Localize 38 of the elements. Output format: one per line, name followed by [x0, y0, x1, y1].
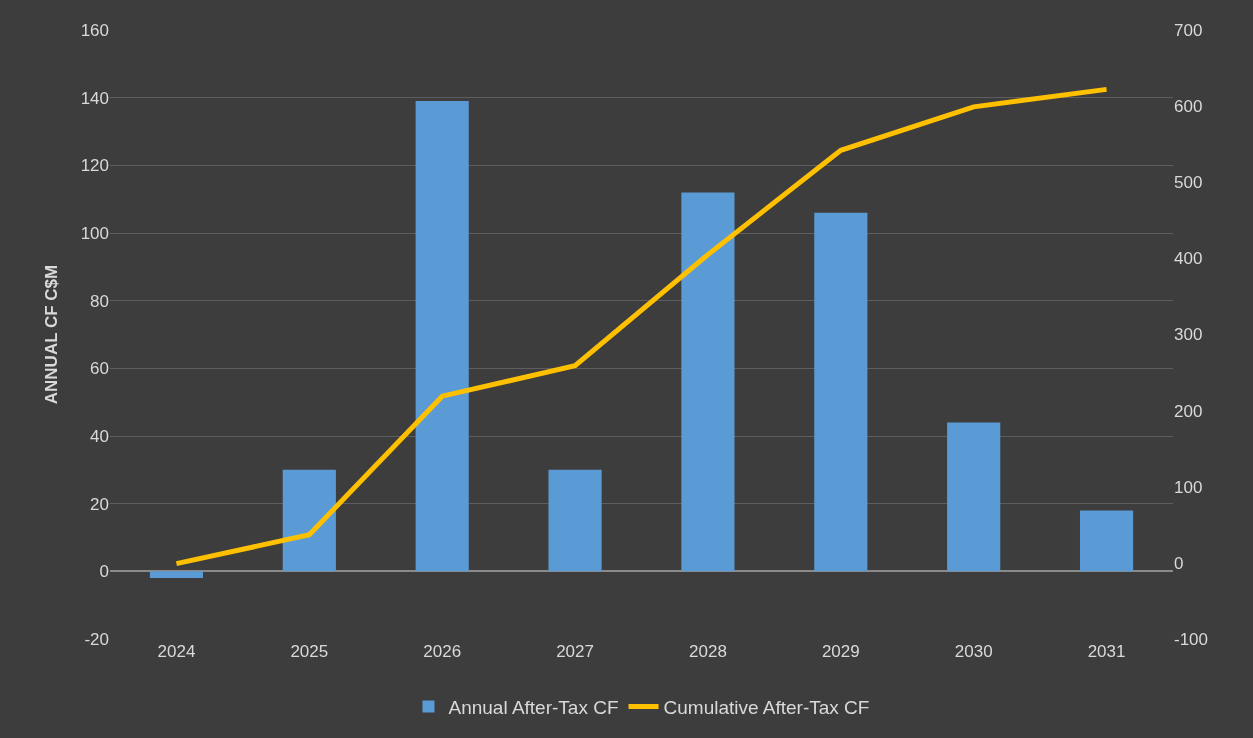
y-tick-label: 60: [90, 359, 109, 379]
legend-label: Annual After-Tax CF: [448, 696, 619, 718]
x-tick-label: 2027: [556, 642, 594, 661]
y-tick-label: 120: [80, 156, 109, 176]
x-tick-label: 2025: [290, 642, 329, 661]
bar: [149, 571, 204, 579]
x-tick-label: 2030: [954, 642, 993, 661]
y2-tick-label: 300: [1174, 325, 1203, 345]
x-tick-label: 2026: [423, 642, 462, 661]
x-tick-label: 2028: [689, 642, 727, 661]
bar: [814, 212, 868, 572]
y-tick-label: 20: [90, 494, 109, 514]
y-tick-label: 0: [99, 562, 109, 582]
x-tick-label: 2031: [1087, 642, 1126, 661]
y2-tick-label: 700: [1174, 20, 1203, 40]
y2-tick-label: 0: [1174, 553, 1184, 573]
y2-tick-label: 400: [1174, 249, 1203, 269]
y-tick-label: 80: [90, 291, 109, 311]
bar: [282, 469, 336, 572]
y2-tick-label: 600: [1174, 97, 1203, 117]
legend-label: Cumulative After-Tax CF: [663, 696, 870, 718]
y-tick-label: 40: [90, 426, 109, 446]
y2-tick-label: 100: [1174, 477, 1203, 497]
y-axis-title: ANNUAL CF C$M: [42, 264, 62, 405]
y-tick-label: -20: [84, 629, 109, 649]
y2-tick-label: 500: [1174, 173, 1203, 193]
bar: [681, 192, 735, 572]
y2-tick-label: -100: [1174, 629, 1209, 649]
bar: [947, 422, 1001, 572]
bar: [415, 101, 469, 572]
y-tick-label: 160: [80, 20, 109, 40]
x-tick-label: 2029: [821, 642, 860, 661]
y2-tick-label: 200: [1174, 401, 1203, 421]
y-tick-label: 100: [80, 223, 109, 243]
bar: [548, 469, 602, 572]
bar: [1079, 510, 1134, 572]
y-tick-label: 140: [80, 88, 109, 108]
x-tick-label: 2024: [157, 642, 196, 661]
